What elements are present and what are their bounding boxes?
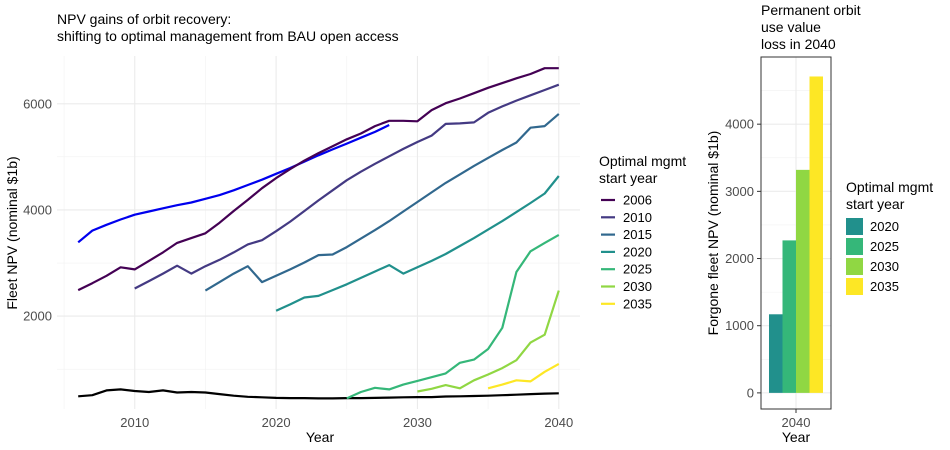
left-legend-title-line2: start year [599,170,658,186]
right-y-ticks: 0 1000 2000 3000 4000 [725,117,761,400]
right-x-ticks: 2040 [782,409,811,430]
left-legend-label: 2010 [623,210,652,225]
left-legend-label: 2025 [623,262,652,277]
right-y-tick-label: 4000 [725,117,754,132]
left-chart-title: NPV gains of orbit recovery: [57,11,231,27]
right-chart-title-line3: loss in 2040 [761,36,836,52]
right-y-tick-label: 3000 [725,184,754,199]
right-y-tick-label: 1000 [725,318,754,333]
right-legend-title-line2: start year [846,196,905,212]
left-x-tick-label: 2040 [544,415,573,430]
right-x-tick-label: 2040 [782,415,811,430]
left-x-axis-label: Year [306,429,335,445]
left-y-axis-label: Fleet NPV (nominal $1b) [4,156,20,309]
right-legend-key [846,238,863,255]
right-x-axis-label: Year [782,429,811,445]
series-line-7 [417,290,560,393]
left-y-ticks: 2000 4000 6000 [23,96,52,323]
bar-2025 [782,240,796,393]
left-legend-label: 2035 [623,296,652,311]
left-legend-label: 2020 [623,244,652,259]
series-line-2 [77,67,559,292]
right-legend-label: 2025 [870,239,899,254]
left-x-tick-label: 2020 [262,415,291,430]
left-legend: 2006 2010 2015 2020 2025 2030 2035 [601,193,652,311]
right-legend-label: 2020 [870,219,899,234]
left-y-tick-label: 4000 [23,202,52,217]
series-line-3 [134,83,560,290]
left-gridlines [57,56,580,409]
right-chart-title-line1: Permanent orbit [761,2,861,18]
series-line-1 [77,124,390,244]
left-y-tick-label: 2000 [23,309,52,324]
right-chart-title-line2: use value [761,19,821,35]
right-legend-key [846,258,863,275]
left-chart-subtitle: shifting to optimal management from BAU … [57,28,399,44]
left-legend-label: 2006 [623,193,652,208]
left-x-tick-label: 2010 [120,415,149,430]
left-legend-label: 2015 [623,227,652,242]
left-legend-title-line1: Optimal mgmt [599,153,686,169]
right-legend-key [846,278,863,295]
bar-2035 [809,76,823,393]
left-x-ticks: 2010 2020 2030 2040 [120,415,573,430]
bar-2030 [796,169,810,393]
right-legend-label: 2035 [870,279,899,294]
right-legend: 2020 2025 2030 2035 [846,218,899,295]
left-series-lines [77,67,560,400]
series-line-5 [275,175,560,312]
right-legend-key [846,218,863,235]
right-y-tick-label: 0 [747,385,754,400]
series-line-6 [346,233,560,400]
series-line-8 [487,362,560,390]
left-x-tick-label: 2030 [403,415,432,430]
series-line-0 [78,388,559,400]
right-y-axis-label: Forgone fleet NPV (nominal $1b) [705,131,721,336]
right-legend-title-line1: Optimal mgmt [846,179,933,195]
series-line-4 [204,113,560,292]
left-y-tick-label: 6000 [23,96,52,111]
right-legend-label: 2030 [870,259,899,274]
bar-2020 [769,314,783,393]
right-bars [769,76,823,393]
left-legend-label: 2030 [623,279,652,294]
right-y-tick-label: 2000 [725,251,754,266]
